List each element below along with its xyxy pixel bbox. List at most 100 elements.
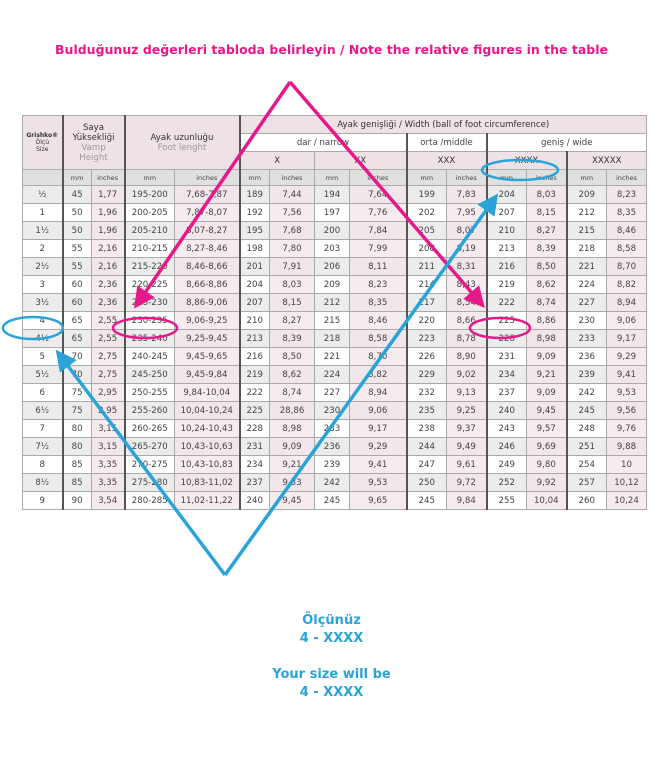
table-cell: 209 bbox=[565, 185, 607, 204]
table-cell: 8,86 bbox=[526, 311, 567, 330]
table-cell: 9,21 bbox=[269, 455, 315, 474]
table-cell: 9,09 bbox=[526, 347, 567, 366]
table-cell: 227 bbox=[565, 293, 607, 312]
table-cell: 245 bbox=[314, 491, 350, 510]
table-cell: 255 bbox=[485, 491, 527, 510]
unit-inches: inches bbox=[90, 169, 126, 186]
table-cell: 222 bbox=[238, 383, 270, 402]
table-cell: 60 bbox=[61, 275, 92, 294]
instruction-title: Bulduğunuz değerleri tabloda belirleyin … bbox=[55, 42, 608, 57]
table-cell: 80 bbox=[61, 419, 92, 438]
table-cell: 1,77 bbox=[90, 185, 126, 204]
table-cell: 4 bbox=[22, 311, 63, 330]
table-cell: 8,82 bbox=[606, 275, 647, 294]
table-cell: 212 bbox=[314, 293, 350, 312]
table-cell: 8,90 bbox=[446, 347, 487, 366]
table-cell: 3,54 bbox=[90, 491, 126, 510]
table-cell: 8,35 bbox=[606, 203, 647, 222]
table-cell: 192 bbox=[238, 203, 270, 222]
table-cell: 9,80 bbox=[526, 455, 567, 474]
table-cell: 2,95 bbox=[90, 383, 126, 402]
unit-inches: inches bbox=[606, 169, 647, 186]
table-cell: 247 bbox=[405, 455, 447, 474]
table-cell: 7,68 bbox=[269, 221, 315, 240]
table-cell: 3,15 bbox=[90, 437, 126, 456]
table-cell: 8,94 bbox=[606, 293, 647, 312]
table-cell: 3,35 bbox=[90, 473, 126, 492]
table-cell: 2,36 bbox=[90, 275, 126, 294]
table-cell: 9,49 bbox=[446, 437, 487, 456]
table-cell: 8,50 bbox=[269, 347, 315, 366]
table-cell: 9,29 bbox=[349, 437, 407, 456]
table-cell: 235 bbox=[405, 401, 447, 420]
table-cell: 9,88 bbox=[606, 437, 647, 456]
table-cell: 210-215 bbox=[123, 239, 175, 258]
table-cell: 199 bbox=[405, 185, 447, 204]
table-cell: 9,84-10,04 bbox=[174, 383, 240, 402]
table-cell: 9,76 bbox=[606, 419, 647, 438]
table-cell: 260-265 bbox=[123, 419, 175, 438]
table-row: 8 85 3,35 270-275 10,43-10,83 234 9,21 239 9,41 2… bbox=[22, 455, 647, 474]
table-row: 1½ 50 1,96 205-210 8,07-8,27 195 7,68 200 7,84 20… bbox=[22, 221, 647, 240]
table-cell: 8,74 bbox=[526, 293, 567, 312]
result-block: Ölçünüz 4 - XXXX Your size will be 4 - X… bbox=[0, 612, 663, 702]
table-cell: 223 bbox=[405, 329, 447, 348]
table-cell: 9,53 bbox=[349, 473, 407, 492]
table-cell: 237 bbox=[238, 473, 270, 492]
table-cell: 205 bbox=[405, 221, 447, 240]
table-cell: 206 bbox=[314, 257, 350, 276]
table-cell: 9,25-9,45 bbox=[174, 329, 240, 348]
table-cell: 246 bbox=[485, 437, 527, 456]
table-cell: 2,75 bbox=[90, 365, 126, 384]
table-cell: 8,86-9,06 bbox=[174, 293, 240, 312]
result-value-en: 4 - XXXX bbox=[299, 685, 364, 700]
table-row: 3½ 60 2,36 225-230 8,86-9,06 207 8,15 212 8,35 21… bbox=[22, 293, 647, 312]
table-cell: 8,11 bbox=[349, 257, 407, 276]
unit-mm: mm bbox=[123, 169, 175, 186]
table-cell: 215 bbox=[565, 221, 607, 240]
table-cell: 212 bbox=[565, 203, 607, 222]
table-cell: 214 bbox=[405, 275, 447, 294]
table-cell: 7,84 bbox=[349, 221, 407, 240]
table-cell: 7½ bbox=[22, 437, 63, 456]
table-cell: 9 bbox=[22, 491, 63, 510]
table-row: 3 60 2,36 220-225 8,66-8,86 204 8,03 209 8,23 214… bbox=[22, 275, 647, 294]
table-cell: 224 bbox=[314, 365, 350, 384]
table-cell: 200 bbox=[314, 221, 350, 240]
table-cell: 8,27 bbox=[526, 221, 567, 240]
table-cell: 7,83 bbox=[446, 185, 487, 204]
table-row: 7½ 80 3,15 265-270 10,43-10,63 231 9,09 236 9,29… bbox=[22, 437, 647, 456]
unit-inches: inches bbox=[446, 169, 487, 186]
width-xx: XX bbox=[314, 151, 407, 170]
table-cell: 55 bbox=[61, 257, 92, 276]
table-cell: 202 bbox=[405, 203, 447, 222]
table-cell: 236 bbox=[565, 347, 607, 366]
table-cell: 210 bbox=[485, 221, 527, 240]
table-cell: 8,35 bbox=[349, 293, 407, 312]
table-cell: 8,19 bbox=[446, 239, 487, 258]
table-cell: 1,96 bbox=[90, 203, 126, 222]
table-cell: 3½ bbox=[22, 293, 63, 312]
table-cell: 10,83-11,02 bbox=[174, 473, 240, 492]
table-cell: 6 bbox=[22, 383, 63, 402]
table-cell: 234 bbox=[485, 365, 527, 384]
table-cell: 245 bbox=[565, 401, 607, 420]
table-cell: 8,27 bbox=[269, 311, 315, 330]
table-cell: 8,82 bbox=[349, 365, 407, 384]
table-cell: 9,84 bbox=[446, 491, 487, 510]
table-cell: 9,61 bbox=[446, 455, 487, 474]
table-cell: 254 bbox=[565, 455, 607, 474]
table-cell: 9,02 bbox=[446, 365, 487, 384]
table-cell: 235-240 bbox=[123, 329, 175, 348]
table-cell: 9,13 bbox=[446, 383, 487, 402]
table-cell: 197 bbox=[314, 203, 350, 222]
table-cell: 231 bbox=[238, 437, 270, 456]
table-cell: 7,87-8,07 bbox=[174, 203, 240, 222]
table-cell: 240-245 bbox=[123, 347, 175, 366]
table-cell: 10,43-10,83 bbox=[174, 455, 240, 474]
table-cell: 2,16 bbox=[90, 257, 126, 276]
table-cell: 55 bbox=[61, 239, 92, 258]
table-cell: 9,53 bbox=[606, 383, 647, 402]
table-cell: 239 bbox=[314, 455, 350, 474]
table-cell: 9,45 bbox=[269, 491, 315, 510]
